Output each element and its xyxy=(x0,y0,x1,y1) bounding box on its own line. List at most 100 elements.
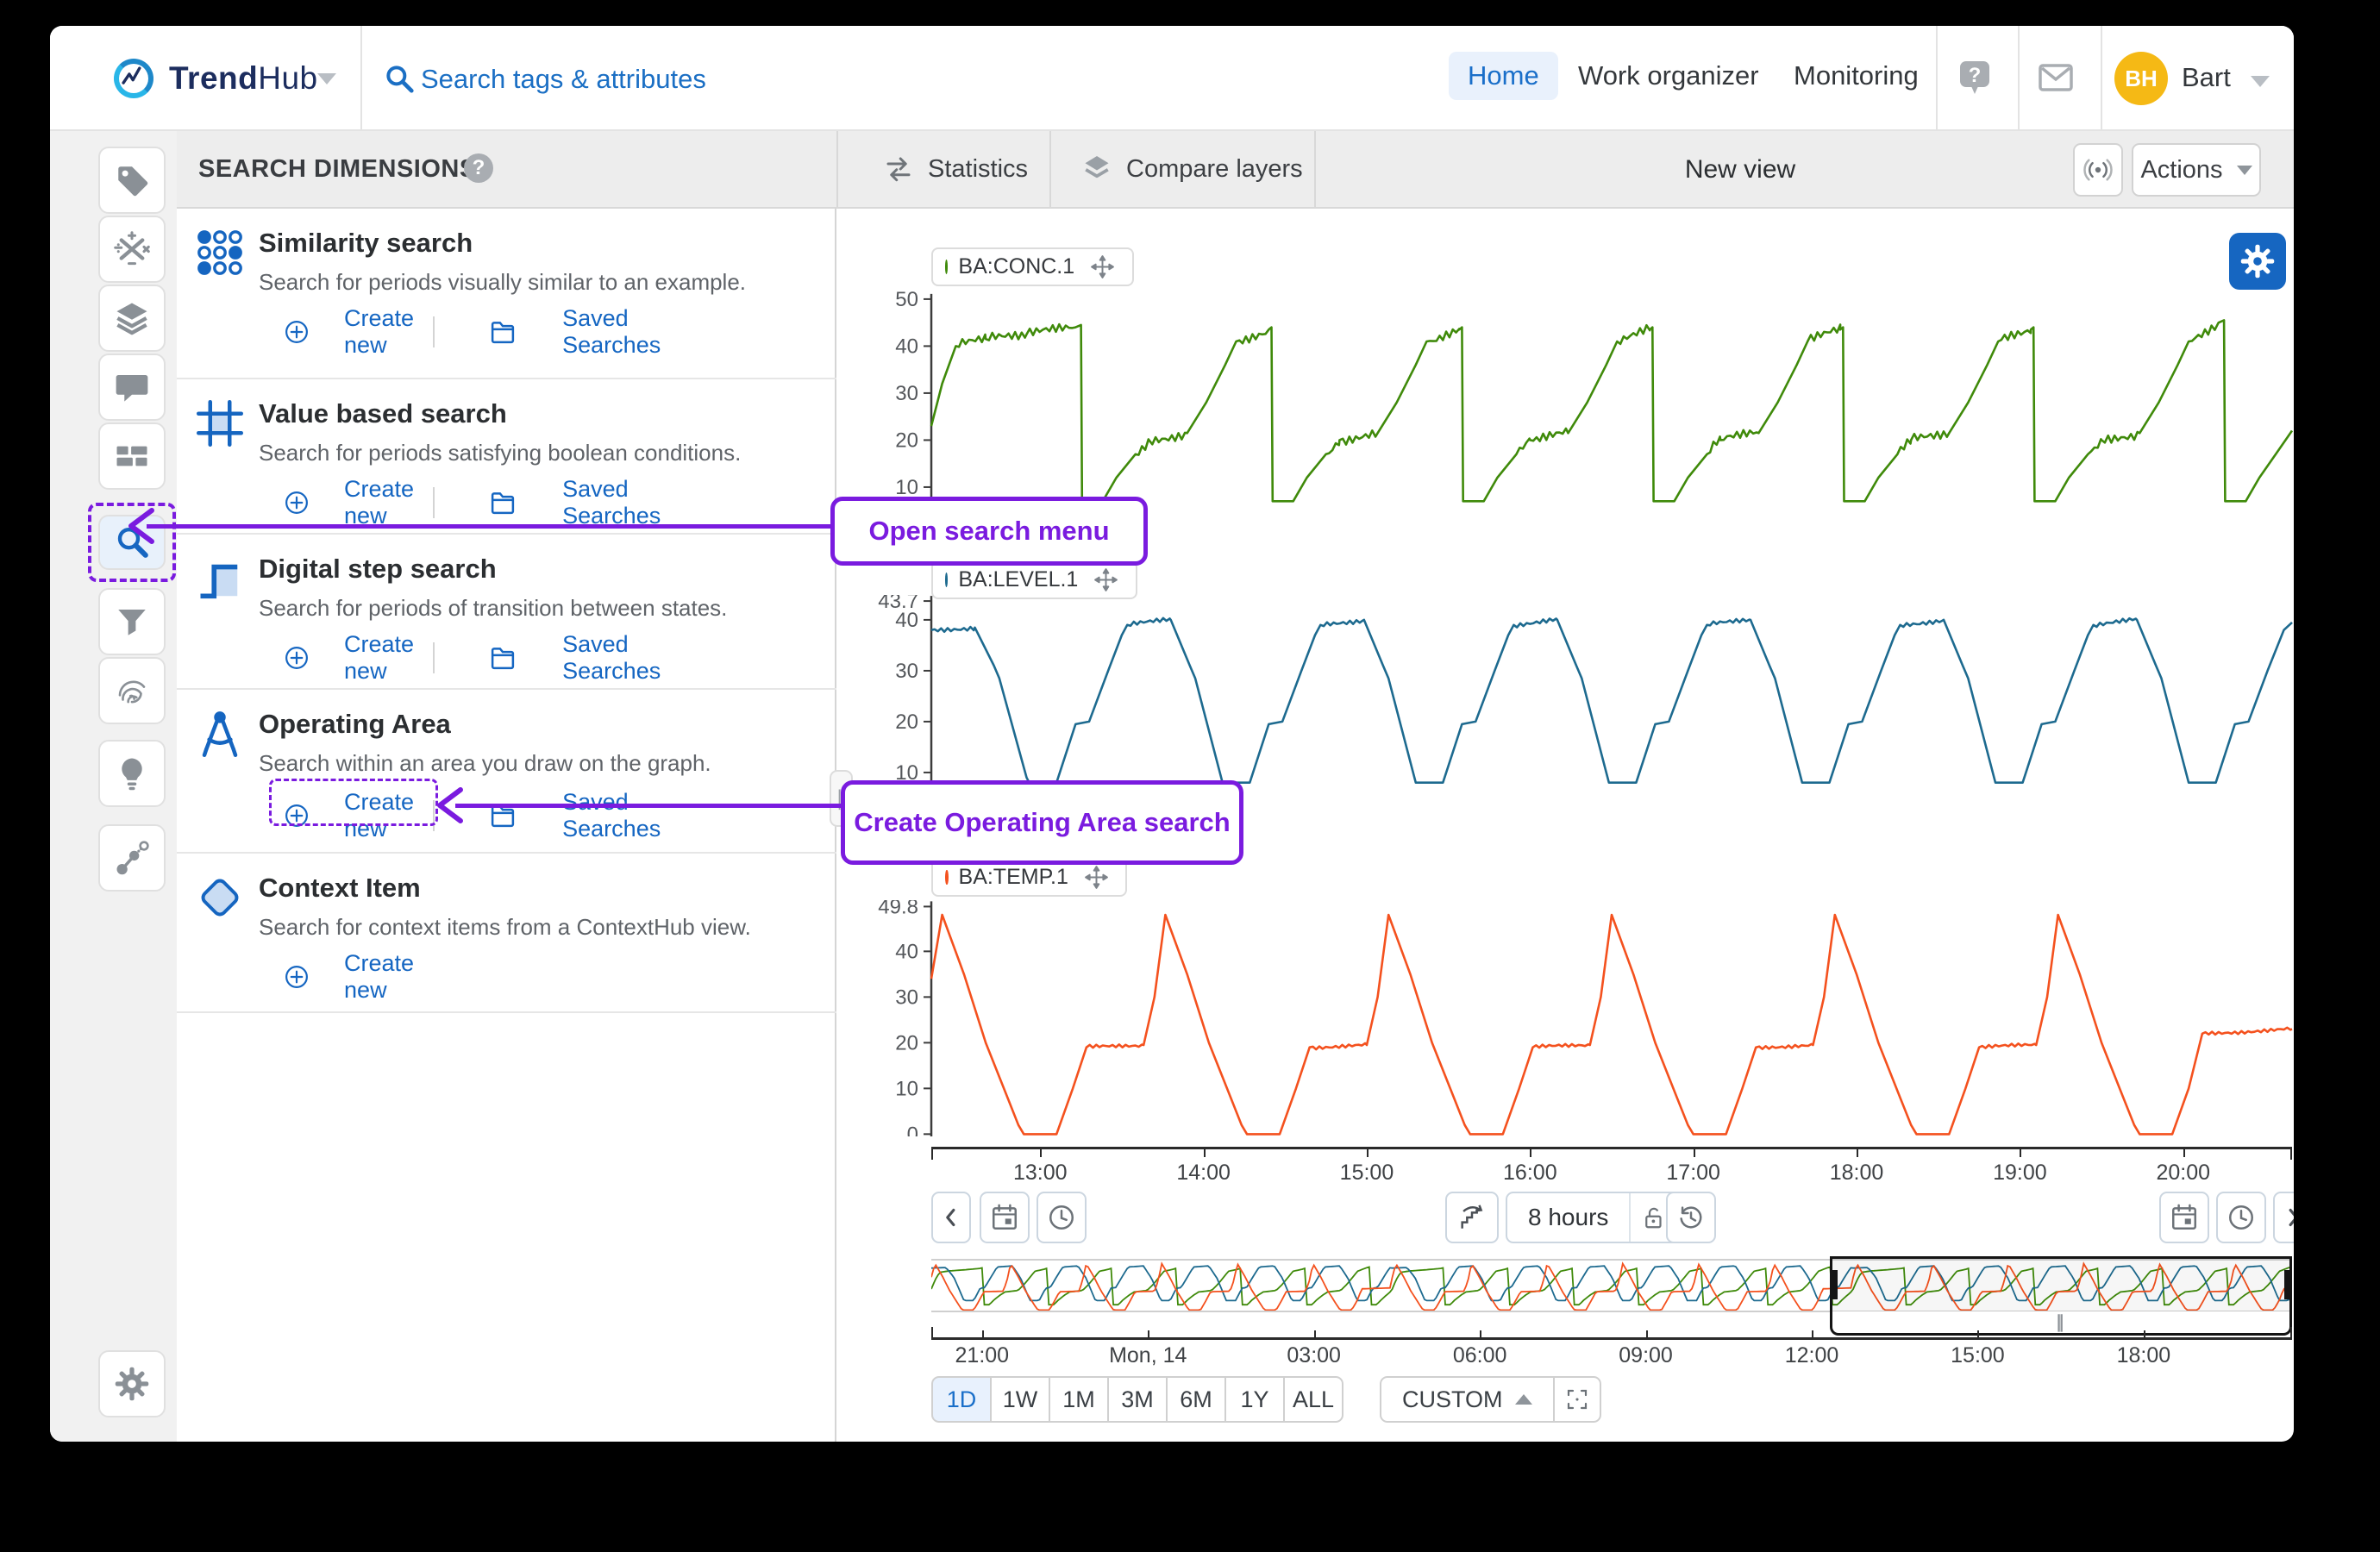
dimension-description: Search for periods satisfying boolean co… xyxy=(259,440,742,466)
overview-tick xyxy=(2143,1330,2145,1338)
divider xyxy=(433,316,435,347)
selection-left-handle[interactable] xyxy=(1832,1270,1838,1299)
help-button[interactable]: ? xyxy=(1954,57,1995,98)
tab-home[interactable]: Home xyxy=(1449,52,1558,100)
tool-filter-button[interactable] xyxy=(98,588,166,655)
custom-range-group: CUSTOM xyxy=(1380,1376,1601,1423)
dimension-title: Context Item xyxy=(259,873,421,903)
tool-tag-button[interactable] xyxy=(98,147,166,214)
duration-value[interactable]: 8 hours xyxy=(1528,1204,1609,1230)
legend-chip-ba-conc[interactable]: BA:CONC.1 xyxy=(931,247,1134,286)
svg-text:40: 40 xyxy=(895,940,918,963)
trend-samples-button[interactable] xyxy=(1445,1192,1499,1243)
overview-strip[interactable] xyxy=(931,1259,2292,1312)
overview-axis xyxy=(931,1337,2292,1340)
statistics-label: Statistics xyxy=(928,154,1029,183)
dimension-title: Digital step search xyxy=(259,554,497,584)
tool-fingerprint-button[interactable] xyxy=(98,657,166,724)
saved-searches-link[interactable]: Saved Searches xyxy=(454,305,661,359)
duration-lock-button[interactable] xyxy=(1629,1193,1677,1242)
trendhub-logo-icon xyxy=(114,59,153,98)
range-3m-button[interactable]: 3M xyxy=(1107,1376,1168,1423)
overview-label: 21:00 xyxy=(955,1343,1010,1367)
end-time-button[interactable] xyxy=(2216,1192,2266,1243)
tool-search-button[interactable] xyxy=(98,515,166,570)
messages-button[interactable] xyxy=(2035,57,2076,98)
overview-tick xyxy=(981,1330,984,1338)
tool-layers-button[interactable] xyxy=(98,285,166,352)
dimension-digital-step-search: Digital step search Search for periods o… xyxy=(177,535,836,690)
create-new-link[interactable]: Create new xyxy=(259,476,414,529)
global-search-input[interactable]: Search tags & attributes xyxy=(421,64,706,94)
lock-open-icon xyxy=(1645,1207,1662,1229)
range-1d-button[interactable]: 1D xyxy=(931,1376,992,1423)
x-axis-end-tick xyxy=(2290,1149,2292,1160)
step-back-button[interactable] xyxy=(931,1192,971,1243)
panel-help-icon[interactable]: ? xyxy=(464,153,493,183)
svg-text:30: 30 xyxy=(895,986,918,1009)
gear-icon xyxy=(100,1352,164,1416)
selection-right-handle[interactable] xyxy=(2284,1270,2290,1299)
end-date-button[interactable] xyxy=(2159,1192,2209,1243)
range-6m-button[interactable]: 6M xyxy=(1166,1376,1226,1423)
series-dot-icon xyxy=(945,870,949,885)
overview-label: 03:00 xyxy=(1287,1343,1341,1367)
tab-monitoring[interactable]: Monitoring xyxy=(1794,60,1919,91)
tab-work-organizer[interactable]: Work organizer xyxy=(1578,60,1759,91)
svg-text:?: ? xyxy=(1969,64,1982,87)
tool-dashboard-button[interactable] xyxy=(98,422,166,490)
fullscreen-range-button[interactable] xyxy=(1552,1376,1601,1423)
settings-button[interactable] xyxy=(98,1350,166,1417)
tool-lightbulb-button[interactable] xyxy=(98,740,166,807)
create-operating-area-link[interactable]: Create new xyxy=(259,789,414,842)
compare-layers-button[interactable]: Compare layers xyxy=(1081,153,1303,185)
user-menu-caret-icon[interactable] xyxy=(2251,76,2270,87)
trend-chart-ba-conc[interactable]: 50 40 30 20 10 xyxy=(876,290,2294,529)
step-forward-button[interactable] xyxy=(2273,1192,2294,1243)
create-new-link[interactable]: Create new xyxy=(259,950,414,1004)
selection-drag-handle[interactable]: ∥ xyxy=(1830,1311,2292,1336)
history-button[interactable] xyxy=(1666,1192,1716,1243)
divider xyxy=(433,642,435,673)
overview-label: 12:00 xyxy=(1784,1343,1839,1367)
overview-selection[interactable] xyxy=(1830,1256,2292,1314)
saved-searches-link[interactable]: Saved Searches xyxy=(454,476,661,529)
help-icon: ? xyxy=(1960,61,1989,94)
range-all-button[interactable]: ALL xyxy=(1283,1376,1343,1423)
x-axis-label: 15:00 xyxy=(1339,1161,1394,1185)
tool-comment-button[interactable] xyxy=(98,354,166,421)
view-title[interactable]: New view xyxy=(1684,155,1796,184)
broadcast-button[interactable] xyxy=(2073,143,2123,197)
saved-searches-label: Saved Searches xyxy=(562,631,661,684)
tool-formula-button[interactable] xyxy=(98,216,166,283)
avatar[interactable]: BH xyxy=(2114,52,2168,105)
create-new-link[interactable]: Create new xyxy=(259,305,414,359)
statistics-button[interactable]: Statistics xyxy=(883,153,1028,185)
saved-searches-link[interactable]: Saved Searches xyxy=(454,631,661,685)
tool-share-button[interactable] xyxy=(98,824,166,892)
trend-chart-ba-temp[interactable]: 49.8 40 30 20 10 0 xyxy=(876,900,2294,1136)
actions-button[interactable]: Actions xyxy=(2132,143,2261,197)
create-new-link[interactable]: Create new xyxy=(259,631,414,685)
saved-searches-link[interactable]: Saved Searches xyxy=(454,789,661,842)
start-date-button[interactable] xyxy=(980,1192,1030,1243)
move-icon[interactable] xyxy=(1079,860,1113,895)
range-1m-button[interactable]: 1M xyxy=(1049,1376,1109,1423)
custom-range-button[interactable]: CUSTOM xyxy=(1380,1376,1555,1423)
legend-chip-ba-level[interactable]: BA:LEVEL.1 xyxy=(931,560,1137,599)
move-icon[interactable] xyxy=(1085,249,1120,285)
start-time-button[interactable] xyxy=(1037,1192,1087,1243)
folder-icon xyxy=(454,319,552,345)
chart-settings-button[interactable] xyxy=(2229,233,2286,290)
dimension-similarity-search: Similarity search Search for periods vis… xyxy=(177,209,836,379)
range-1w-button[interactable]: 1W xyxy=(990,1376,1050,1423)
user-name[interactable]: Bart xyxy=(2182,62,2231,92)
gear-icon xyxy=(2229,233,2286,290)
range-1y-button[interactable]: 1Y xyxy=(1224,1376,1285,1423)
create-new-label: Create new xyxy=(344,305,415,358)
series-name: BA:TEMP.1 xyxy=(958,865,1068,889)
x-axis-label: 14:00 xyxy=(1176,1161,1231,1185)
move-icon[interactable] xyxy=(1088,562,1124,598)
overview-tick xyxy=(1977,1330,1980,1338)
brand-dropdown-caret-icon[interactable] xyxy=(317,73,336,84)
